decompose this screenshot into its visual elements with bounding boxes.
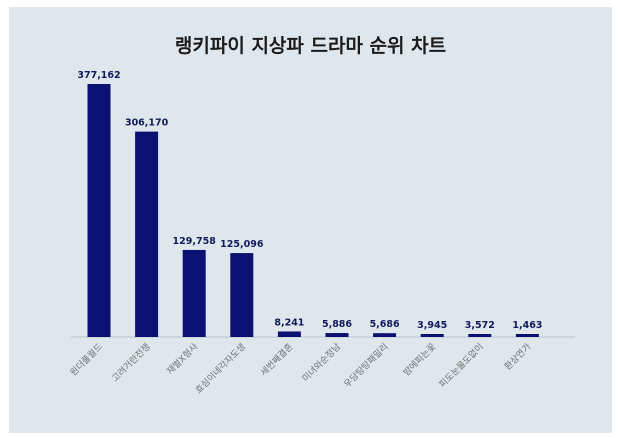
category-label-10: 환상연가 [502, 341, 534, 373]
category-label-3: 재벌X형사 [165, 341, 201, 377]
bar-2 [135, 131, 159, 337]
value-label-10: 1,463 [512, 320, 542, 331]
bars-group [87, 84, 539, 337]
value-label-9: 3,572 [465, 320, 495, 331]
bar-4 [230, 253, 254, 337]
category-label-6: 미녀와순정남 [300, 341, 344, 385]
value-labels-group: 377,162 306,170 129,758 125,096 8,241 5,886 5,… [77, 70, 542, 331]
category-label-7: 우당탕탕패밀리 [341, 341, 390, 390]
bar-10 [515, 334, 539, 337]
value-label-4: 125,096 [220, 239, 264, 250]
chart-title: 랭키파이 지상파 드라마 순위 차트 [174, 35, 447, 57]
bar-chart: 377,162 306,170 129,758 125,096 8,241 5,886 5,… [67, 70, 575, 396]
category-label-8: 밤에피는꽃 [401, 341, 438, 378]
value-label-2: 306,170 [125, 118, 169, 129]
bar-7 [373, 333, 397, 337]
value-label-6: 5,886 [322, 319, 352, 330]
bar-8 [420, 334, 444, 337]
bar-3 [182, 249, 206, 337]
bar-6 [325, 333, 349, 337]
value-label-1: 377,162 [77, 70, 120, 81]
value-label-3: 129,758 [173, 236, 217, 247]
value-label-7: 5,686 [370, 319, 400, 330]
value-label-5: 8,241 [274, 317, 304, 328]
bar-9 [468, 334, 492, 337]
category-label-4: 효심이네각자도생 [193, 341, 248, 396]
category-label-1: 원더풀월드 [67, 341, 105, 379]
category-label-9: 피도눈물도없이 [437, 341, 486, 390]
bar-5 [277, 331, 301, 337]
chart-panel: 랭키파이 지상파 드라마 순위 차트 377,162 306,170 129,758… [9, 7, 612, 433]
category-label-2: 고려거란전쟁 [109, 341, 153, 385]
value-label-8: 3,945 [417, 320, 447, 331]
bar-1 [87, 84, 111, 337]
category-label-5: 세번째결혼 [258, 341, 296, 379]
